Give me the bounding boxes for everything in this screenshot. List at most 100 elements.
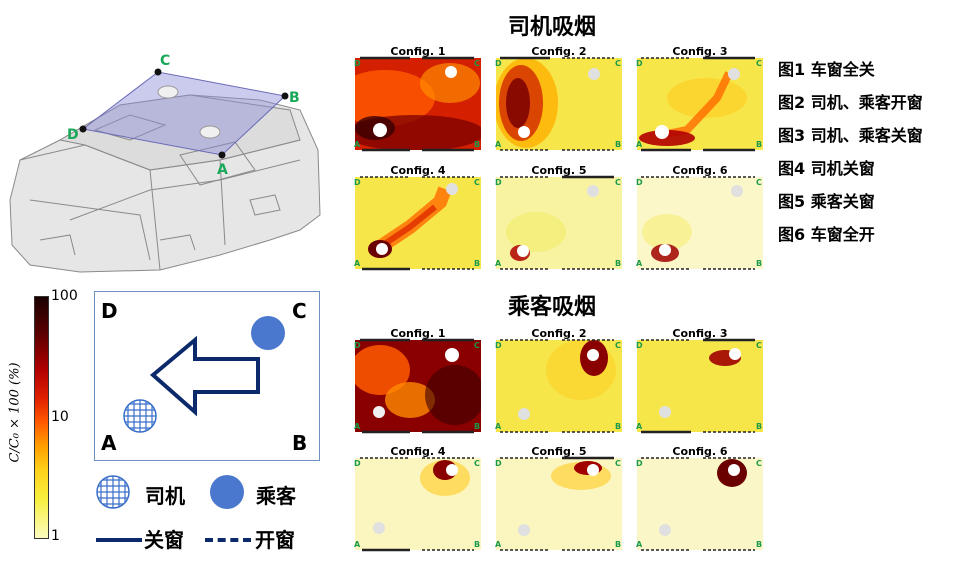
closed-window-line-icon bbox=[96, 538, 142, 542]
driver-map-title: Config. 5 bbox=[531, 164, 587, 177]
map-corner-label-a: A bbox=[495, 140, 502, 149]
passenger-map-title: Config. 1 bbox=[390, 327, 446, 340]
map-corner-label-b: B bbox=[756, 140, 763, 149]
driver-map-title: Config. 6 bbox=[672, 164, 728, 177]
diagram-label-b: B bbox=[292, 431, 308, 455]
map-corner-label-c: C bbox=[756, 459, 762, 468]
colorbar-tick-top: 100 bbox=[51, 288, 78, 304]
key-passenger-label: 乘客 bbox=[256, 484, 296, 508]
driver-section-title: 司机吸烟 bbox=[508, 15, 597, 40]
config-legend-item: 图4 司机关窗 bbox=[778, 159, 875, 178]
passenger-section-title: 乘客吸烟 bbox=[508, 295, 597, 320]
passenger-map-title: Config. 5 bbox=[531, 445, 587, 458]
diagram-label-d: D bbox=[101, 299, 118, 323]
driver-map-6 bbox=[637, 177, 763, 269]
map-corner-label-b: B bbox=[474, 422, 481, 431]
key-open-label: 开窗 bbox=[255, 528, 295, 552]
driver-map-title: Config. 3 bbox=[672, 45, 728, 58]
map-corner-label-d: D bbox=[495, 341, 502, 350]
car-diagram bbox=[9, 68, 321, 273]
map-corner-label-d: D bbox=[636, 178, 643, 187]
passenger-map-3 bbox=[637, 340, 763, 432]
car-label-a: A bbox=[217, 162, 228, 178]
key-closed-label: 关窗 bbox=[144, 528, 184, 552]
config-legend-item: 图2 司机、乘客开窗 bbox=[778, 93, 923, 112]
driver-hatched-circle-icon bbox=[123, 399, 157, 433]
driver-map-title: Config. 2 bbox=[531, 45, 587, 58]
map-corner-label-b: B bbox=[615, 140, 622, 149]
map-corner-label-a: A bbox=[354, 140, 361, 149]
passenger-map-4 bbox=[355, 458, 481, 550]
car-label-c: C bbox=[160, 53, 171, 69]
driver-map-title: Config. 4 bbox=[390, 164, 446, 177]
map-corner-label-b: B bbox=[615, 422, 622, 431]
driver-map-4 bbox=[355, 177, 481, 269]
config-legend-item: 图1 车窗全关 bbox=[778, 60, 875, 79]
passenger-map-title: Config. 6 bbox=[672, 445, 728, 458]
passenger-map-5 bbox=[496, 458, 622, 550]
passenger-circle-icon bbox=[251, 316, 285, 350]
map-corner-label-a: A bbox=[636, 259, 643, 268]
map-corner-label-c: C bbox=[474, 178, 480, 187]
driver-key-icon bbox=[96, 475, 130, 509]
map-corner-label-a: A bbox=[636, 140, 643, 149]
map-corner-label-c: C bbox=[474, 341, 480, 350]
map-corner-label-c: C bbox=[615, 459, 621, 468]
passenger-map-title: Config. 2 bbox=[531, 327, 587, 340]
config-legend-item: 图6 车窗全开 bbox=[778, 225, 875, 244]
diagram-label-c: C bbox=[292, 299, 307, 323]
map-corner-label-a: A bbox=[354, 540, 361, 549]
passenger-map-6 bbox=[637, 458, 763, 550]
passenger-key-icon bbox=[210, 475, 244, 509]
map-corner-label-d: D bbox=[636, 59, 643, 68]
map-corner-label-c: C bbox=[615, 178, 621, 187]
passenger-map-title: Config. 3 bbox=[672, 327, 728, 340]
key-driver-label: 司机 bbox=[145, 484, 185, 508]
map-corner-label-b: B bbox=[474, 540, 481, 549]
map-corner-label-b: B bbox=[756, 259, 763, 268]
map-corner-label-c: C bbox=[756, 59, 762, 68]
flow-arrow-icon bbox=[150, 335, 260, 417]
window-diagram bbox=[94, 291, 320, 461]
map-corner-label-c: C bbox=[474, 459, 480, 468]
driver-map-5 bbox=[496, 177, 622, 269]
map-corner-label-a: A bbox=[495, 540, 502, 549]
map-corner-label-b: B bbox=[756, 540, 763, 549]
map-corner-label-b: B bbox=[615, 540, 622, 549]
driver-map-title: Config. 1 bbox=[390, 45, 446, 58]
map-corner-label-a: A bbox=[636, 422, 643, 431]
car-label-b: B bbox=[289, 90, 300, 106]
driver-map-3 bbox=[637, 58, 763, 150]
colorbar-tick-mid: 10 bbox=[51, 409, 69, 425]
map-corner-label-d: D bbox=[636, 341, 643, 350]
map-corner-label-d: D bbox=[354, 459, 361, 468]
passenger-map-title: Config. 4 bbox=[390, 445, 446, 458]
car-label-d: D bbox=[67, 127, 79, 143]
driver-map-1 bbox=[355, 58, 481, 150]
map-corner-label-d: D bbox=[495, 59, 502, 68]
open-window-dashed-line-icon bbox=[205, 538, 251, 542]
passenger-map-1 bbox=[355, 340, 481, 432]
map-corner-label-a: A bbox=[354, 259, 361, 268]
map-corner-label-b: B bbox=[615, 259, 622, 268]
map-corner-label-c: C bbox=[615, 59, 621, 68]
map-corner-label-d: D bbox=[354, 341, 361, 350]
map-corner-label-d: D bbox=[636, 459, 643, 468]
map-corner-label-c: C bbox=[615, 341, 621, 350]
map-corner-label-c: C bbox=[474, 59, 480, 68]
map-corner-label-a: A bbox=[495, 259, 502, 268]
map-corner-label-d: D bbox=[495, 178, 502, 187]
diagram-label-a: A bbox=[101, 431, 117, 455]
map-corner-label-d: D bbox=[354, 178, 361, 187]
colorbar-tick-bottom: 1 bbox=[51, 528, 60, 544]
map-corner-label-a: A bbox=[495, 422, 502, 431]
config-legend: 图1 车窗全关 图2 司机、乘客开窗 图3 司机、乘客关窗 图4 司机关窗 图5… bbox=[778, 53, 958, 251]
config-legend-item: 图3 司机、乘客关窗 bbox=[778, 126, 923, 145]
map-corner-label-c: C bbox=[756, 341, 762, 350]
config-legend-item: 图5 乘客关窗 bbox=[778, 192, 875, 211]
map-corner-label-b: B bbox=[474, 259, 481, 268]
map-corner-label-a: A bbox=[354, 422, 361, 431]
map-corner-label-c: C bbox=[756, 178, 762, 187]
map-corner-label-a: A bbox=[636, 540, 643, 549]
